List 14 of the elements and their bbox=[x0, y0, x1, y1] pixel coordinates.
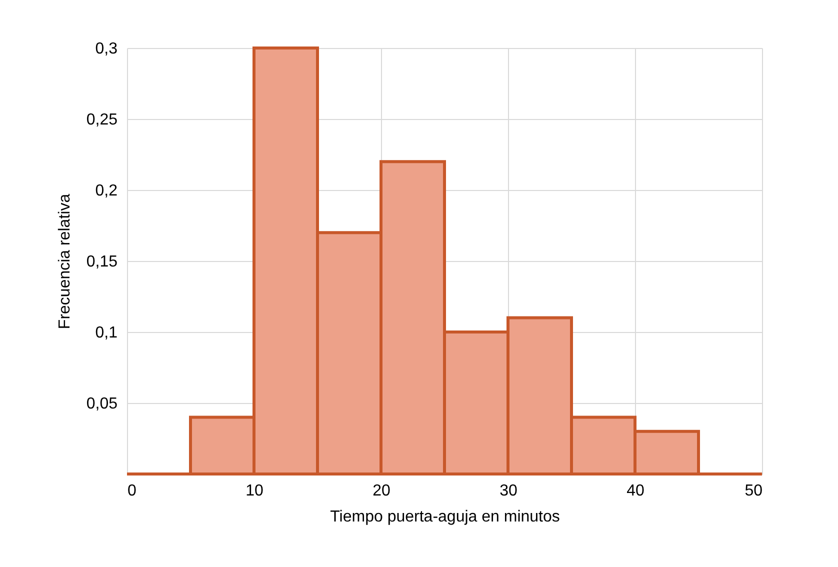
x-tick-label: 20 bbox=[372, 482, 390, 500]
x-axis-title: Tiempo puerta-aguja en minutos bbox=[330, 508, 560, 526]
y-tick-label: 0,2 bbox=[95, 182, 118, 200]
y-tick-label: 0,25 bbox=[86, 112, 118, 128]
y-tick-label: 0,05 bbox=[86, 396, 118, 412]
x-tick-label: 10 bbox=[246, 482, 264, 500]
y-tick-label: 0,15 bbox=[86, 254, 118, 270]
x-tick-label: 50 bbox=[744, 482, 763, 500]
x-tick-label: 30 bbox=[500, 482, 518, 500]
x-tick-label: 40 bbox=[626, 482, 644, 500]
y-tick-label: 0,1 bbox=[95, 324, 118, 342]
x-tick-label: 0 bbox=[128, 482, 136, 500]
y-tick-label: 0,3 bbox=[95, 40, 118, 58]
y-axis-title: Frecuencia relativa bbox=[56, 194, 74, 330]
